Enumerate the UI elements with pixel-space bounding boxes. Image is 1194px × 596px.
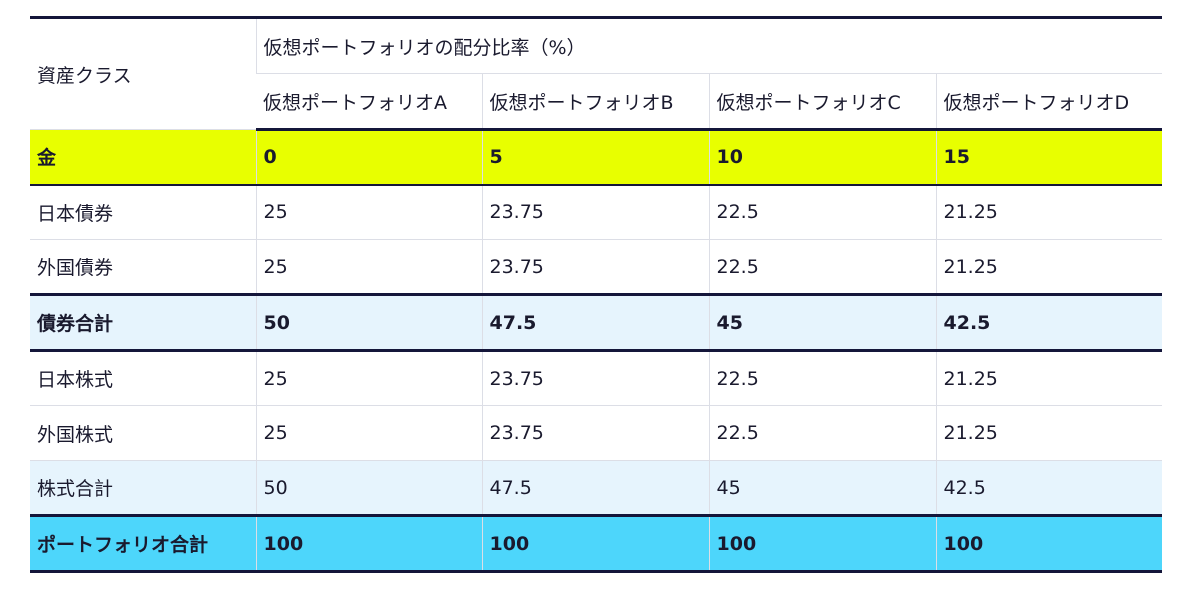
cell-value: 5 [481,129,709,186]
table-row-portfolio-total: ポートフォリオ合計 100 100 100 100 [30,514,1162,573]
cell-value: 47.5 [481,293,709,352]
row-label: 外国債券 [30,239,256,295]
cell-value: 45 [708,293,936,352]
cell-value: 42.5 [935,293,1162,352]
cell-value: 50 [255,460,482,516]
asset-class-header: 資産クラス [30,16,256,130]
cell-value: 47.5 [481,460,709,516]
cell-value: 22.5 [708,350,936,406]
cell-value: 21.25 [935,239,1162,295]
cell-value: 45 [708,460,936,516]
portfolio-a-header: 仮想ポートフォリオA [256,73,482,131]
portfolio-c-header: 仮想ポートフォリオC [708,73,936,131]
cell-value: 50 [255,293,482,352]
table-row-foreign-stocks: 外国株式 25 23.75 22.5 21.25 [30,405,1162,461]
cell-value: 25 [255,350,482,406]
portfolio-b-header: 仮想ポートフォリオB [481,73,709,131]
cell-value: 15 [935,129,1162,186]
cell-value: 22.5 [708,184,936,240]
cell-value: 25 [255,239,482,295]
header-row-portfolios: 仮想ポートフォリオA 仮想ポートフォリオB 仮想ポートフォリオC 仮想ポートフォ… [30,73,1162,131]
table-row-stock-subtotal: 株式合計 50 47.5 45 42.5 [30,460,1162,516]
cell-value: 23.75 [481,184,709,240]
table-row-bond-subtotal: 債券合計 50 47.5 45 42.5 [30,293,1162,352]
cell-value: 22.5 [708,239,936,295]
cell-value: 100 [935,514,1162,573]
row-label: 債券合計 [30,293,256,352]
allocation-table: 資産クラス 仮想ポートフォリオの配分比率（%） 仮想ポートフォリオA 仮想ポート… [30,16,1162,573]
row-label: 株式合計 [30,460,256,516]
cell-value: 23.75 [481,405,709,461]
table-row-japan-stocks: 日本株式 25 23.75 22.5 21.25 [30,350,1162,406]
row-label: ポートフォリオ合計 [30,514,256,573]
table-row-foreign-bonds: 外国債券 25 23.75 22.5 21.25 [30,239,1162,295]
cell-value: 21.25 [935,350,1162,406]
table-row-gold: 金 0 5 10 15 [30,129,1162,186]
cell-value: 25 [255,405,482,461]
cell-value: 22.5 [708,405,936,461]
cell-value: 21.25 [935,184,1162,240]
cell-value: 10 [708,129,936,186]
row-label: 日本株式 [30,350,256,406]
row-label: 外国株式 [30,405,256,461]
portfolio-d-header: 仮想ポートフォリオD [935,73,1162,131]
cell-value: 100 [255,514,482,573]
cell-value: 0 [255,129,482,186]
header-row-group: 資産クラス 仮想ポートフォリオの配分比率（%） [30,16,1162,130]
cell-value: 42.5 [935,460,1162,516]
cell-value: 25 [255,184,482,240]
cell-value: 21.25 [935,405,1162,461]
row-label: 日本債券 [30,184,256,240]
cell-value: 100 [481,514,709,573]
table-row-japan-bonds: 日本債券 25 23.75 22.5 21.25 [30,184,1162,240]
allocation-ratio-header: 仮想ポートフォリオの配分比率（%） [255,16,1162,74]
cell-value: 23.75 [481,239,709,295]
row-label: 金 [30,129,256,186]
cell-value: 100 [708,514,936,573]
cell-value: 23.75 [481,350,709,406]
